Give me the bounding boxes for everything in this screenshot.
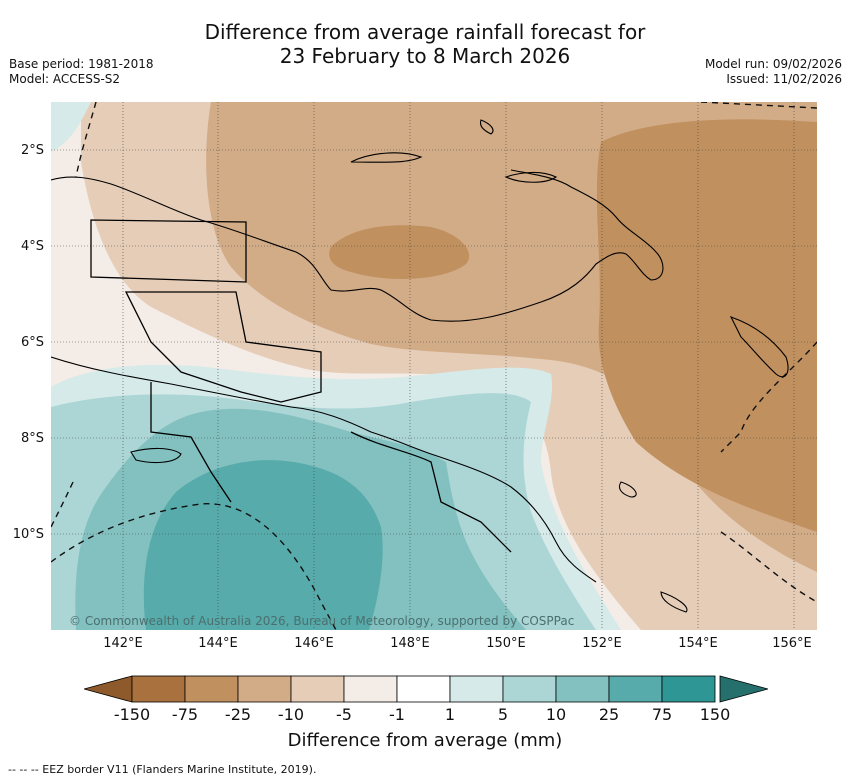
lat-label: 2°S	[20, 143, 44, 158]
colorbar-tick-label: -25	[224, 705, 252, 724]
lat-label: 6°S	[20, 335, 44, 350]
coastlines	[51, 119, 789, 613]
model-name: Model: ACCESS-S2	[9, 72, 121, 86]
colorbar-cell	[661, 675, 716, 703]
colorbar-cell	[608, 675, 663, 703]
title-line-2: 23 February to 8 March 2026	[279, 44, 571, 68]
colorbar-tick-label: 10	[545, 705, 567, 724]
lon-label: 142°E	[103, 636, 143, 651]
lon-label: 144°E	[198, 636, 238, 651]
colorbar-tick-label: -5	[336, 705, 352, 724]
colorbar-cell	[449, 675, 504, 703]
colorbar	[84, 675, 768, 703]
colorbar-cell	[290, 675, 345, 703]
lat-label: 8°S	[20, 431, 44, 446]
lon-label: 150°E	[486, 636, 526, 651]
title-line-1: Difference from average rainfall forecas…	[204, 20, 646, 44]
colorbar-over-arrow	[719, 675, 768, 703]
colorbar-tick-label: 25	[598, 705, 620, 724]
colorbar-tick-label: -10	[277, 705, 305, 724]
colorbar-tick-label: 1	[444, 705, 456, 724]
lon-label: 156°E	[772, 636, 812, 651]
lon-label: 152°E	[582, 636, 622, 651]
colorbar-cells	[131, 675, 716, 703]
colorbar-tick-label: -75	[171, 705, 199, 724]
colorbar-cell	[502, 675, 557, 703]
colorbar-title: Difference from average (mm)	[287, 730, 563, 751]
colorbar-cell	[131, 675, 186, 703]
model-run: Model run: 09/02/2026	[704, 57, 842, 71]
contour-plus1-topleft	[51, 102, 91, 152]
contour-plus25	[143, 460, 383, 630]
colorbar-under-arrow	[84, 675, 133, 703]
map-title: Difference from average rainfall forecas…	[0, 20, 850, 68]
contour-minus25-center	[329, 225, 470, 279]
lat-label: 4°S	[20, 239, 44, 254]
lon-label: 154°E	[678, 636, 718, 651]
copyright-notice: © Commonwealth of Australia 2026, Bureau…	[69, 614, 575, 628]
contour-minus25	[596, 119, 817, 533]
eez-borders	[51, 102, 817, 630]
colorbar-tick-label: 5	[497, 705, 509, 724]
colorbar-tick-label: 150	[699, 705, 731, 724]
colorbar-tick-label: 75	[651, 705, 673, 724]
meta-left: Base period: 1981-2018 Model: ACCESS-S2	[9, 57, 154, 87]
colorbar-cell	[343, 675, 398, 703]
colorbar-cell	[237, 675, 292, 703]
colorbar-tick-label: -1	[389, 705, 405, 724]
meta-right: Model run: 09/02/2026 Issued: 11/02/2026	[705, 57, 842, 87]
colorbar-cell	[555, 675, 610, 703]
graticule	[51, 102, 817, 630]
lon-label: 148°E	[390, 636, 430, 651]
eez-footnote: -- -- -- EEZ border V11 (Flanders Marine…	[8, 763, 317, 776]
colorbar-cell	[184, 675, 239, 703]
lon-label: 146°E	[294, 636, 334, 651]
lat-label: 10°S	[12, 527, 44, 542]
colorbar-cell	[396, 675, 451, 703]
issued-date: Issued: 11/02/2026	[726, 72, 842, 86]
rainfall-map	[51, 102, 817, 630]
colorbar-tick-label: -150	[113, 705, 151, 724]
base-period: Base period: 1981-2018	[9, 57, 154, 71]
